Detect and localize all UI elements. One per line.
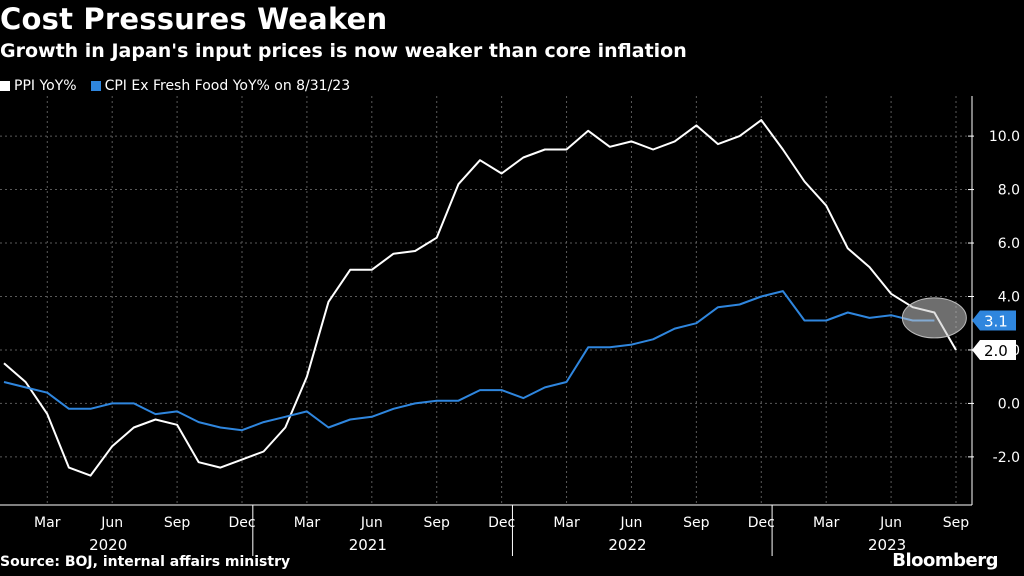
chart-subtitle: Growth in Japan's input prices is now we… xyxy=(0,40,687,62)
cpi-end-label: 3.1 xyxy=(984,313,1008,331)
x-tick-label: Jun xyxy=(360,515,383,531)
cpi-end-tag xyxy=(972,310,1016,331)
x-tick-label: Mar xyxy=(34,515,61,531)
x-tick-label: Jun xyxy=(100,515,123,531)
legend-label-cpi: CPI Ex Fresh Food YoY% on 8/31/23 xyxy=(104,78,351,94)
legend-item-ppi: PPI YoY% xyxy=(0,78,77,94)
legend-item-cpi: CPI Ex Fresh Food YoY% on 8/31/23 xyxy=(90,78,351,94)
ppi-end-tag xyxy=(972,339,1016,360)
y-tick-label: 8.0 xyxy=(998,183,1020,199)
ppi-line xyxy=(3,119,957,477)
bloomberg-logo: Bloomberg xyxy=(892,550,998,571)
y-tick-label: -2.0 xyxy=(993,450,1020,466)
legend-swatch-cpi xyxy=(90,81,101,91)
x-tick-label: Mar xyxy=(553,515,580,531)
x-tick-label: Mar xyxy=(813,515,840,531)
x-tick-label: Mar xyxy=(294,515,321,531)
year-label: 2022 xyxy=(608,536,646,554)
x-tick-label: Sep xyxy=(683,515,710,531)
legend: PPI YoY% CPI Ex Fresh Food YoY% on 8/31/… xyxy=(0,78,350,94)
x-tick-label: Dec xyxy=(228,515,255,531)
year-label: 2023 xyxy=(868,536,906,554)
year-label: 2020 xyxy=(89,536,127,554)
x-tick-label: Sep xyxy=(424,515,451,531)
y-tick-label: 6.0 xyxy=(998,236,1020,252)
cpi-line xyxy=(3,290,935,432)
highlight-circle xyxy=(901,297,967,339)
source-note: Source: BOJ, internal affairs ministry xyxy=(0,554,291,570)
year-label: 2021 xyxy=(349,536,387,554)
chart-title: Cost Pressures Weaken xyxy=(0,2,388,36)
x-tick-label: Dec xyxy=(488,515,515,531)
legend-swatch-ppi xyxy=(0,81,10,91)
ppi-end-label: 2.0 xyxy=(984,342,1008,360)
x-tick-label: Jun xyxy=(879,515,902,531)
legend-label-ppi: PPI YoY% xyxy=(14,78,77,94)
x-tick-label: Dec xyxy=(748,515,775,531)
y-tick-label: 10.0 xyxy=(989,129,1020,145)
y-tick-label: 0.0 xyxy=(998,396,1020,412)
y-tick-label: 4.0 xyxy=(998,289,1020,305)
x-tick-label: Sep xyxy=(943,515,970,531)
x-tick-label: Sep xyxy=(164,515,191,531)
x-tick-label: Jun xyxy=(620,515,643,531)
